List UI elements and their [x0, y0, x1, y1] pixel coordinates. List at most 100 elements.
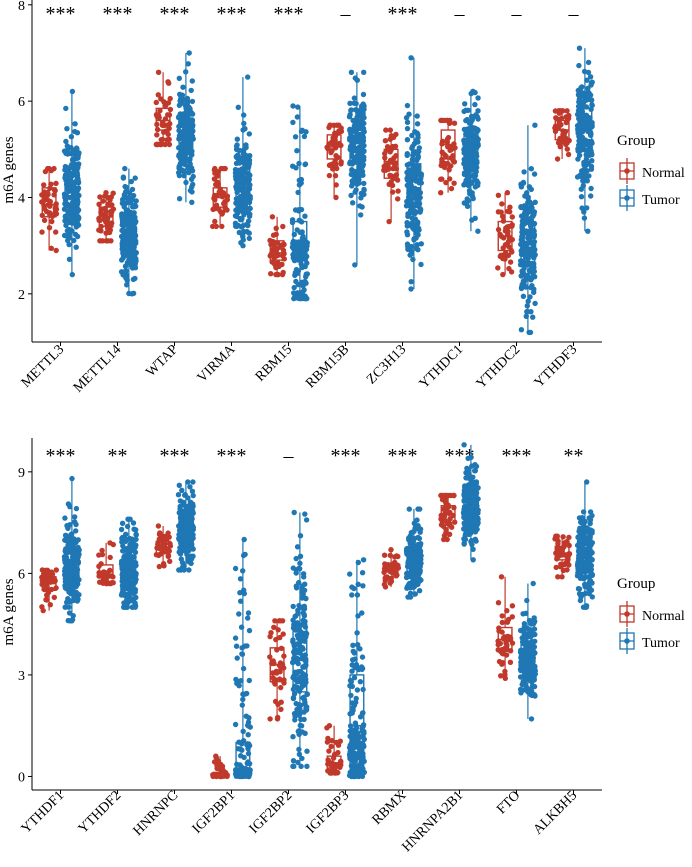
- data-point: [180, 158, 187, 165]
- box-group-tumor: [517, 122, 538, 336]
- data-point: [267, 716, 273, 722]
- data-point: [495, 265, 501, 271]
- data-point: [240, 665, 247, 672]
- data-point: [165, 112, 171, 118]
- data-point: [349, 153, 355, 160]
- data-point: [120, 174, 127, 180]
- data-point: [359, 204, 365, 210]
- data-point: [66, 587, 73, 593]
- data-point: [63, 222, 69, 229]
- data-point: [234, 142, 240, 148]
- data-point: [186, 104, 192, 111]
- data-point: [461, 541, 467, 547]
- data-point: [357, 714, 364, 720]
- data-point: [553, 115, 559, 121]
- data-point: [554, 156, 561, 162]
- data-point: [528, 638, 535, 645]
- data-point: [351, 650, 358, 656]
- data-point: [416, 535, 423, 542]
- data-point: [355, 642, 361, 648]
- significance-label: ***: [160, 3, 190, 25]
- data-point: [410, 195, 417, 201]
- data-point: [179, 140, 185, 147]
- data-point: [348, 107, 354, 114]
- data-point: [523, 276, 529, 283]
- data-point: [302, 663, 309, 669]
- data-point: [304, 748, 310, 754]
- data-point: [243, 152, 249, 159]
- data-point: [576, 45, 583, 51]
- data-point: [274, 246, 280, 252]
- data-point: [438, 190, 444, 196]
- data-point: [232, 635, 239, 641]
- data-point: [237, 168, 244, 174]
- data-point: [532, 199, 538, 205]
- data-point: [418, 261, 424, 268]
- data-point: [290, 734, 296, 740]
- data-point: [294, 632, 300, 639]
- data-point: [352, 168, 358, 175]
- data-point: [471, 113, 477, 120]
- data-point: [119, 520, 126, 526]
- data-point: [470, 137, 476, 143]
- data-point: [588, 573, 594, 579]
- data-point: [524, 597, 530, 604]
- data-point: [110, 190, 116, 196]
- data-point: [213, 223, 219, 230]
- data-point: [232, 721, 239, 728]
- y-tick-label: 6: [18, 95, 25, 110]
- data-point: [76, 150, 82, 156]
- data-point: [404, 137, 411, 143]
- data-point: [465, 149, 471, 156]
- data-point: [235, 222, 241, 229]
- data-point: [354, 740, 361, 746]
- data-point: [297, 229, 303, 235]
- data-point: [66, 188, 72, 194]
- data-point: [246, 235, 252, 242]
- data-point: [128, 178, 134, 185]
- data-point: [406, 582, 412, 588]
- data-point: [180, 168, 186, 174]
- data-point: [175, 492, 182, 498]
- data-point: [291, 673, 297, 679]
- data-point: [245, 218, 252, 224]
- data-point: [451, 120, 458, 126]
- data-point: [64, 523, 70, 529]
- box-group-tumor: [118, 165, 139, 297]
- significance-label: ***: [46, 3, 76, 25]
- data-point: [291, 763, 297, 769]
- box: [406, 163, 422, 208]
- data-point: [578, 85, 584, 91]
- data-point: [176, 172, 183, 179]
- significance-label: –: [568, 3, 580, 25]
- data-point: [347, 571, 353, 577]
- data-point: [74, 598, 81, 604]
- data-point: [500, 271, 506, 278]
- box: [64, 167, 80, 208]
- data-point: [61, 232, 68, 239]
- data-point: [589, 580, 595, 586]
- data-point: [531, 615, 537, 621]
- data-point: [579, 100, 586, 106]
- data-point: [274, 670, 280, 676]
- data-point: [41, 193, 48, 199]
- data-point: [350, 200, 356, 206]
- data-point: [499, 661, 505, 667]
- data-point: [166, 136, 172, 143]
- data-point: [154, 141, 161, 148]
- data-point: [298, 668, 304, 675]
- data-point: [70, 156, 76, 162]
- data-point: [129, 604, 136, 610]
- data-point: [302, 699, 308, 706]
- data-point: [522, 210, 528, 216]
- data-point: [232, 565, 239, 572]
- data-point: [299, 645, 306, 652]
- data-point: [531, 692, 538, 698]
- data-point: [553, 533, 559, 539]
- data-point: [361, 69, 367, 76]
- data-point: [353, 187, 359, 193]
- data-point: [64, 169, 70, 175]
- data-point: [406, 506, 412, 512]
- data-point: [410, 225, 416, 231]
- data-point: [106, 580, 113, 587]
